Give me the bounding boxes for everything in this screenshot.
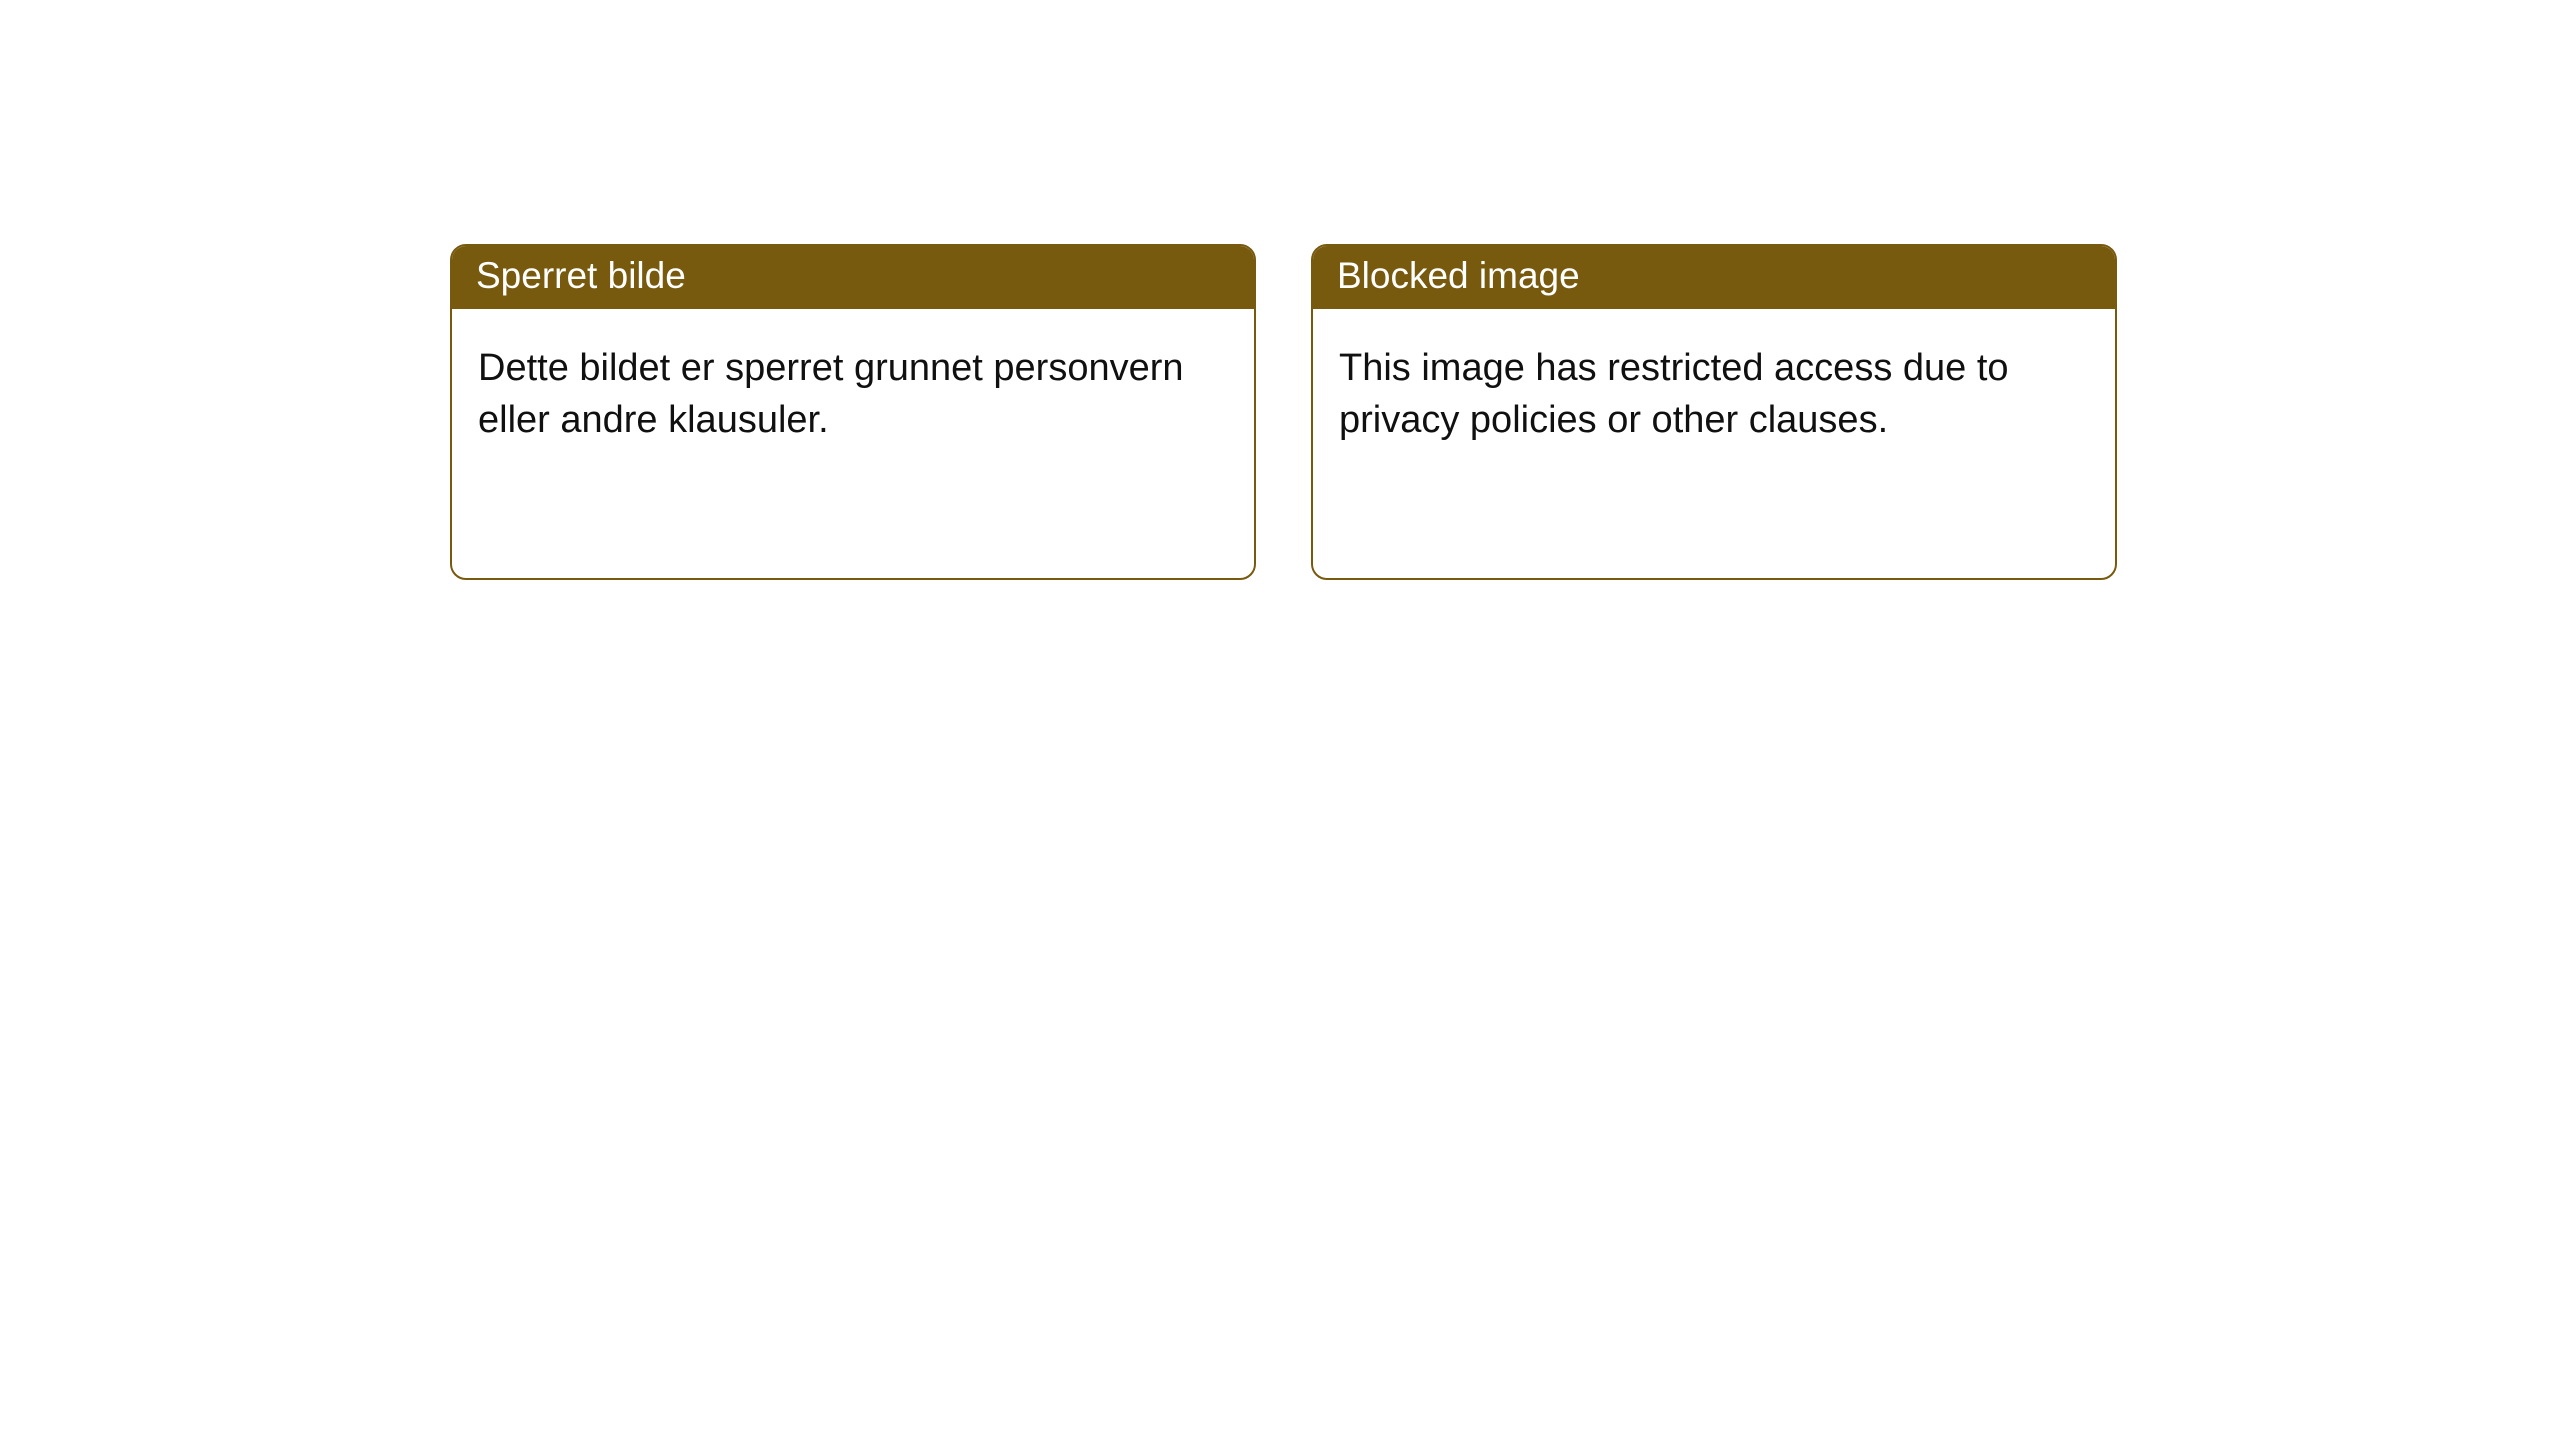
notice-title: Blocked image [1313,246,2115,309]
notice-box-english: Blocked image This image has restricted … [1311,244,2117,580]
notice-title: Sperret bilde [452,246,1254,309]
notice-body: Dette bildet er sperret grunnet personve… [452,309,1254,470]
notice-box-norwegian: Sperret bilde Dette bildet er sperret gr… [450,244,1256,580]
notice-container: Sperret bilde Dette bildet er sperret gr… [0,0,2560,580]
notice-body: This image has restricted access due to … [1313,309,2115,470]
